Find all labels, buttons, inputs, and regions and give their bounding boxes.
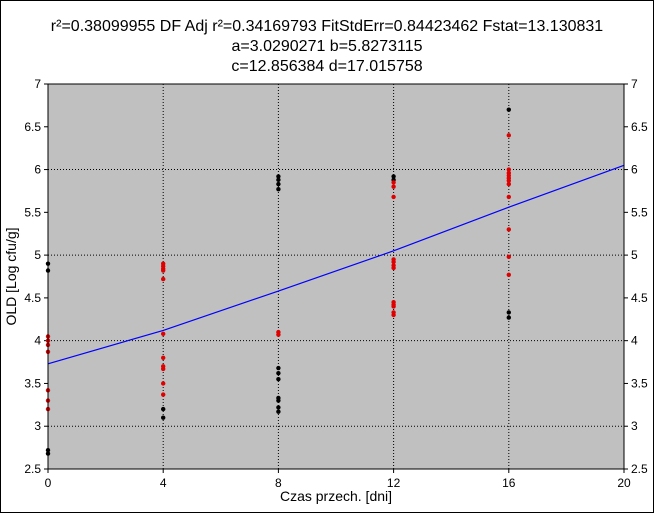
data-point <box>276 409 281 414</box>
data-points <box>45 107 511 456</box>
data-point <box>161 276 166 282</box>
data-point <box>276 376 281 382</box>
data-point <box>506 167 511 172</box>
data-point <box>161 268 166 273</box>
y-tick-label-right: 4 <box>631 334 638 348</box>
data-point <box>506 310 511 315</box>
data-point <box>276 332 281 337</box>
data-point <box>276 177 281 183</box>
data-point <box>276 405 281 410</box>
chart-title-line-3: c=12.856384 d=17.015758 <box>231 58 423 75</box>
data-point <box>161 331 166 337</box>
y-tick-label-left: 5 <box>34 248 41 262</box>
x-tick-label: 12 <box>387 476 401 490</box>
y-tick-label-right: 4.5 <box>631 291 648 305</box>
x-tick-label: 0 <box>45 476 52 490</box>
data-point <box>506 315 511 320</box>
data-point <box>391 304 396 309</box>
y-tick-label-right: 7 <box>631 77 638 91</box>
y-tick-label-right: 3 <box>631 419 638 433</box>
plot-border <box>47 83 625 470</box>
x-tick-label: 8 <box>275 476 282 490</box>
y-tick-label-right: 5 <box>631 248 638 262</box>
data-point <box>506 272 511 277</box>
data-point <box>506 227 511 232</box>
data-point <box>161 366 166 372</box>
data-point <box>391 180 396 185</box>
y-tick-label-right: 2.5 <box>631 462 648 476</box>
y-tick-label-left: 4.5 <box>24 291 41 305</box>
y-tick-label-right: 3.5 <box>631 376 648 390</box>
x-tick-label: 16 <box>502 476 516 490</box>
fit-curve <box>47 164 625 365</box>
y-tick-label-left: 7 <box>34 77 41 91</box>
data-point <box>161 381 166 386</box>
data-point <box>506 194 511 200</box>
data-point <box>391 265 396 271</box>
x-tick-label: 20 <box>617 476 631 490</box>
data-point <box>391 184 396 189</box>
data-point <box>506 181 511 187</box>
y-tick-label-left: 6.5 <box>24 120 41 134</box>
grid-lines <box>48 84 624 469</box>
data-point <box>276 187 281 192</box>
data-point <box>276 370 281 376</box>
y-tick-label-left: 3 <box>34 419 41 433</box>
data-point <box>506 107 511 112</box>
y-tick-label-left: 5.5 <box>24 205 41 219</box>
x-tick-label: 4 <box>160 476 167 490</box>
data-point <box>391 174 396 179</box>
fit-line <box>47 164 625 365</box>
chart-title-line-2: a=3.0290271 b=5.8273115 <box>231 38 423 55</box>
y-tick-label-left: 3.5 <box>24 376 41 390</box>
data-point <box>506 254 511 260</box>
y-tick-label-right: 6.5 <box>631 120 648 134</box>
data-point <box>276 181 281 187</box>
data-point <box>506 133 511 138</box>
data-point <box>506 178 511 183</box>
data-point <box>161 415 166 420</box>
data-point <box>391 312 396 318</box>
y-tick-label-right: 5.5 <box>631 205 648 219</box>
y-tick-label-left: 4 <box>34 334 41 348</box>
x-axis-label: Czas przech. [dni] <box>280 488 392 504</box>
data-point <box>161 355 166 360</box>
data-point <box>276 365 281 371</box>
axis-ticks: 0 4 8 12 16 202.5 2.53 33.5 3.54 44.5 4.55 55.5 5.56… <box>24 77 648 490</box>
data-point <box>276 174 281 179</box>
data-point <box>391 194 396 200</box>
data-point <box>161 392 166 397</box>
y-tick-label-left: 2.5 <box>24 462 41 476</box>
plot-area <box>48 84 624 469</box>
y-axis-label: OLD [Log cfu/g] <box>3 227 19 325</box>
data-point <box>276 398 281 403</box>
y-tick-label-left: 6 <box>34 163 41 177</box>
y-tick-label-right: 6 <box>631 163 638 177</box>
data-point <box>161 406 166 412</box>
chart-title-line-1: r²=0.38099955 DF Adj r²=0.34169793 FitSt… <box>50 18 604 35</box>
data-point <box>391 259 396 265</box>
